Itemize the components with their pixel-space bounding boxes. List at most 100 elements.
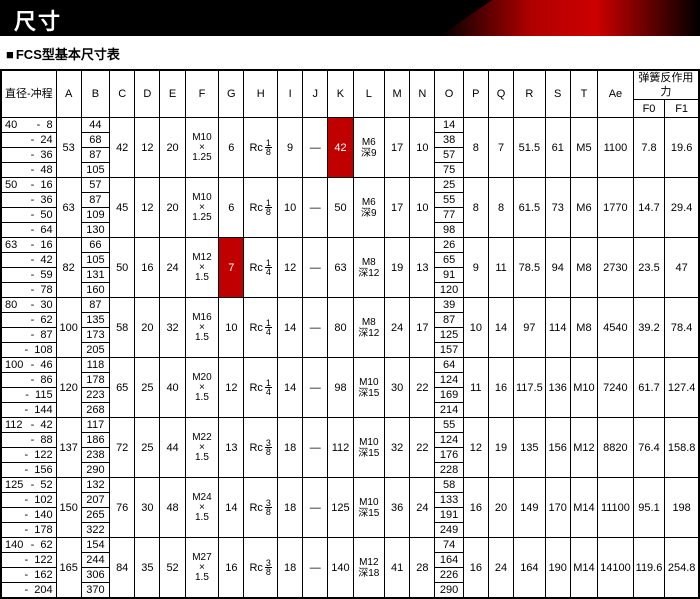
cell-dia: 63- 16	[2, 238, 57, 253]
cell-Ae: 11100	[598, 478, 634, 538]
col-S: S	[545, 71, 570, 118]
col-Ae: Ae	[598, 71, 634, 118]
cell-O: 214	[435, 403, 463, 418]
cell-G: 6	[219, 118, 244, 178]
cell-K: 42	[328, 118, 353, 178]
cell-dia: - 108	[2, 343, 57, 358]
cell-E: 52	[160, 538, 185, 598]
cell-K: 63	[328, 238, 353, 298]
cell-B: 223	[81, 388, 109, 403]
cell-I: 14	[278, 358, 303, 418]
cell-O: 169	[435, 388, 463, 403]
col-B: B	[81, 71, 109, 118]
cell-E: 40	[160, 358, 185, 418]
cell-F1: 158.8	[665, 418, 699, 478]
col-A: A	[56, 71, 81, 118]
cell-B: 268	[81, 403, 109, 418]
col-D: D	[135, 71, 160, 118]
cell-B: 154	[81, 538, 109, 553]
cell-Ae: 2730	[598, 238, 634, 298]
cell-G: 16	[219, 538, 244, 598]
cell-E: 32	[160, 298, 185, 358]
cell-B: 109	[81, 208, 109, 223]
cell-O: 38	[435, 133, 463, 148]
cell-E: 44	[160, 418, 185, 478]
cell-O: 58	[435, 478, 463, 493]
cell-N: 24	[410, 478, 435, 538]
cell-F: M12×1.5	[185, 238, 219, 298]
cell-O: 91	[435, 268, 463, 283]
table-row: 40- 85344421220M10×1.256Rc189—42M6深91710…	[2, 118, 699, 133]
cell-N: 10	[410, 178, 435, 238]
cell-dia: - 48	[2, 163, 57, 178]
cell-dia: - 122	[2, 448, 57, 463]
cell-dia: - 162	[2, 568, 57, 583]
cell-dia: - 36	[2, 193, 57, 208]
cell-S: 114	[545, 298, 570, 358]
cell-dia: - 24	[2, 133, 57, 148]
cell-D: 25	[135, 418, 160, 478]
cell-F1: 47	[665, 238, 699, 298]
cell-L: M6深9	[353, 178, 384, 238]
cell-dia: - 115	[2, 388, 57, 403]
col-F0: F0	[633, 100, 664, 118]
cell-F0: 23.5	[633, 238, 664, 298]
cell-dia: 100- 46	[2, 358, 57, 373]
cell-A: 100	[56, 298, 81, 358]
col-N: N	[410, 71, 435, 118]
cell-A: 120	[56, 358, 81, 418]
cell-K: 112	[328, 418, 353, 478]
cell-G: 13	[219, 418, 244, 478]
cell-F: M10×1.25	[185, 178, 219, 238]
col-G: G	[219, 71, 244, 118]
cell-Q: 20	[488, 478, 513, 538]
cell-F0: 119.6	[633, 538, 664, 598]
cell-O: 25	[435, 178, 463, 193]
cell-B: 105	[81, 163, 109, 178]
cell-C: 76	[110, 478, 135, 538]
cell-dia: 125- 52	[2, 478, 57, 493]
cell-L: M8深12	[353, 238, 384, 298]
cell-P: 10	[463, 298, 488, 358]
cell-dia: - 50	[2, 208, 57, 223]
cell-L: M10深15	[353, 418, 384, 478]
cell-Q: 7	[488, 118, 513, 178]
cell-G: 14	[219, 478, 244, 538]
cell-dia: 80- 30	[2, 298, 57, 313]
cell-B: 66	[81, 238, 109, 253]
cell-dia: - 78	[2, 283, 57, 298]
cell-B: 44	[81, 118, 109, 133]
cell-O: 226	[435, 568, 463, 583]
cell-N: 22	[410, 358, 435, 418]
cell-C: 84	[110, 538, 135, 598]
col-J: J	[303, 71, 328, 118]
cell-A: 53	[56, 118, 81, 178]
cell-P: 16	[463, 538, 488, 598]
cell-O: 124	[435, 373, 463, 388]
cell-M: 32	[385, 418, 410, 478]
cell-F0: 76.4	[633, 418, 664, 478]
cell-C: 72	[110, 418, 135, 478]
cell-B: 370	[81, 583, 109, 598]
cell-dia: 50- 16	[2, 178, 57, 193]
cell-G: 7	[219, 238, 244, 298]
cell-O: 249	[435, 523, 463, 538]
cell-G: 10	[219, 298, 244, 358]
cell-S: 190	[545, 538, 570, 598]
cell-O: 87	[435, 313, 463, 328]
cell-F: M20×1.5	[185, 358, 219, 418]
cell-J: —	[303, 478, 328, 538]
cell-dia: - 178	[2, 523, 57, 538]
cell-N: 13	[410, 238, 435, 298]
cell-I: 14	[278, 298, 303, 358]
cell-T: M12	[570, 418, 597, 478]
dimension-table: 直径-冲程 A B C D E F G H I J K L M N O P Q …	[1, 70, 699, 598]
cell-dia: - 204	[2, 583, 57, 598]
cell-L: M10深15	[353, 358, 384, 418]
cell-P: 16	[463, 478, 488, 538]
cell-H: Rc38	[244, 418, 278, 478]
cell-S: 73	[545, 178, 570, 238]
cell-Q: 24	[488, 538, 513, 598]
cell-B: 173	[81, 328, 109, 343]
cell-Ae: 1770	[598, 178, 634, 238]
